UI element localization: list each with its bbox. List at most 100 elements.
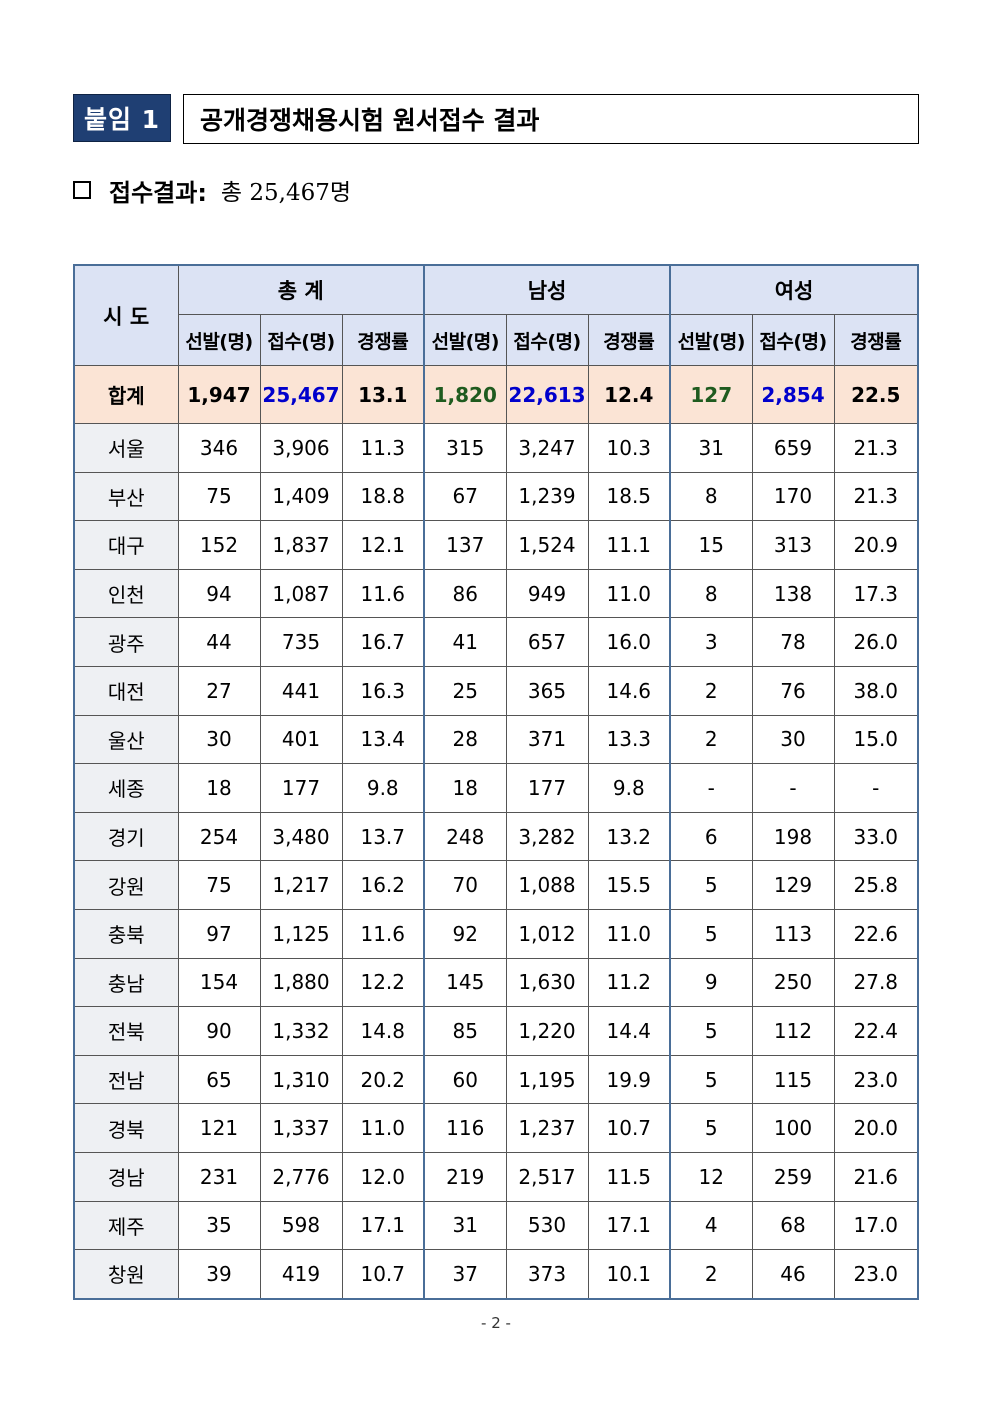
male-selection-cell: 37: [423, 1249, 507, 1300]
female-selection-cell: 127: [669, 365, 753, 424]
total-ratio-cell: 20.2: [341, 1054, 425, 1105]
total-selection-cell: 35: [177, 1200, 261, 1251]
subheader-cell: 경쟁률: [833, 314, 919, 366]
region-cell: 세종: [73, 763, 179, 813]
male-application-cell: 657: [505, 617, 589, 667]
male-selection-cell: 1,820: [423, 365, 507, 424]
female-application-cell: 129: [751, 860, 835, 910]
region-cell: 충남: [73, 957, 179, 1008]
region-cell: 대전: [73, 665, 179, 716]
total-selection-cell: 27: [177, 665, 261, 716]
male-application-cell: 365: [505, 665, 589, 716]
region-cell: 인천: [73, 568, 179, 619]
subheader-cell: 경쟁률: [587, 314, 671, 366]
male-ratio-cell: 11.2: [587, 957, 671, 1008]
female-selection-cell: 5: [669, 1006, 753, 1056]
table-row: 충남 154 1,880 12.2 145 1,630 11.2 9 250 27.8: [73, 957, 919, 1008]
male-application-cell: 3,282: [505, 811, 589, 862]
male-selection-cell: 219: [423, 1151, 507, 1202]
male-ratio-cell: 12.4: [587, 365, 671, 424]
total-ratio-cell: 13.4: [341, 714, 425, 765]
male-selection-cell: 60: [423, 1054, 507, 1105]
total-ratio-cell: 12.0: [341, 1151, 425, 1202]
female-selection-cell: 12: [669, 1151, 753, 1202]
total-ratio-cell: 11.6: [341, 908, 425, 959]
total-ratio-cell: 17.1: [341, 1200, 425, 1251]
subheader-cell: 선발(명): [177, 314, 261, 366]
female-selection-cell: 9: [669, 957, 753, 1008]
female-selection-cell: 4: [669, 1200, 753, 1251]
female-ratio-cell: 22.6: [833, 908, 919, 959]
subheader-cell: 접수(명): [505, 314, 589, 366]
total-ratio-cell: 16.7: [341, 617, 425, 667]
male-ratio-cell: 17.1: [587, 1200, 671, 1251]
female-ratio-cell: 21.3: [833, 471, 919, 522]
total-selection-cell: 30: [177, 714, 261, 765]
region-cell: 합계: [73, 365, 179, 424]
region-cell: 전남: [73, 1054, 179, 1105]
total-application-cell: 1,125: [259, 908, 343, 959]
male-ratio-cell: 14.6: [587, 665, 671, 716]
male-ratio-cell: 10.3: [587, 423, 671, 473]
male-selection-cell: 67: [423, 471, 507, 522]
female-application-cell: 659: [751, 423, 835, 473]
region-cell: 강원: [73, 860, 179, 910]
total-selection-cell: 97: [177, 908, 261, 959]
female-application-cell: 30: [751, 714, 835, 765]
male-selection-cell: 145: [423, 957, 507, 1008]
attachment-badge: 붙임 1: [73, 94, 171, 142]
page-number: - 2 -: [481, 1314, 511, 1332]
total-selection-cell: 90: [177, 1006, 261, 1056]
male-selection-cell: 25: [423, 665, 507, 716]
total-selection-cell: 75: [177, 860, 261, 910]
male-application-cell: 1,630: [505, 957, 589, 1008]
table-row: 경북 121 1,337 11.0 116 1,237 10.7 5 100 20.0: [73, 1103, 919, 1153]
total-selection-cell: 231: [177, 1151, 261, 1202]
total-selection-cell: 44: [177, 617, 261, 667]
female-application-cell: 68: [751, 1200, 835, 1251]
total-ratio-cell: 9.8: [341, 763, 425, 813]
female-application-cell: 76: [751, 665, 835, 716]
female-application-cell: 115: [751, 1054, 835, 1105]
male-ratio-cell: 16.0: [587, 617, 671, 667]
total-application-cell: 735: [259, 617, 343, 667]
total-application-cell: 1,337: [259, 1103, 343, 1153]
female-application-cell: 113: [751, 908, 835, 959]
total-ratio-cell: 12.1: [341, 520, 425, 570]
total-application-cell: 25,467: [259, 365, 343, 424]
female-application-cell: 259: [751, 1151, 835, 1202]
total-row: 합계 1,947 25,467 13.1 1,820 22,613 12.4 1…: [73, 365, 919, 424]
table-row: 강원 75 1,217 16.2 70 1,088 15.5 5 129 25.8: [73, 860, 919, 910]
page-title: 공개경쟁채용시험 원서접수 결과: [183, 94, 919, 144]
male-ratio-cell: 11.1: [587, 520, 671, 570]
total-selection-cell: 254: [177, 811, 261, 862]
table-row: 인천 94 1,087 11.6 86 949 11.0 8 138 17.3: [73, 568, 919, 619]
subheader-cell: 접수(명): [751, 314, 835, 366]
total-ratio-cell: 13.1: [341, 365, 425, 424]
male-selection-cell: 86: [423, 568, 507, 619]
female-application-cell: 46: [751, 1249, 835, 1300]
table-row: 경남 231 2,776 12.0 219 2,517 11.5 12 259 21.6: [73, 1151, 919, 1202]
subheader-cell: 경쟁률: [341, 314, 425, 366]
male-selection-cell: 70: [423, 860, 507, 910]
male-application-cell: 3,247: [505, 423, 589, 473]
male-application-cell: 530: [505, 1200, 589, 1251]
female-application-cell: 313: [751, 520, 835, 570]
table-row: 제주 35 598 17.1 31 530 17.1 4 68 17.0: [73, 1200, 919, 1251]
female-selection-cell: 8: [669, 471, 753, 522]
summary-label: 접수결과:: [109, 178, 207, 207]
table-row: 부산 75 1,409 18.8 67 1,239 18.5 8 170 21.3: [73, 471, 919, 522]
male-ratio-cell: 13.2: [587, 811, 671, 862]
total-ratio-cell: 16.2: [341, 860, 425, 910]
male-selection-cell: 248: [423, 811, 507, 862]
male-selection-cell: 137: [423, 520, 507, 570]
table-row: 전남 65 1,310 20.2 60 1,195 19.9 5 115 23.0: [73, 1054, 919, 1105]
table-row: 대구 152 1,837 12.1 137 1,524 11.1 15 313 20.9: [73, 520, 919, 570]
female-ratio-cell: 15.0: [833, 714, 919, 765]
male-ratio-cell: 10.1: [587, 1249, 671, 1300]
checkbox-square-icon: [73, 181, 91, 199]
region-cell: 창원: [73, 1249, 179, 1300]
female-selection-cell: 5: [669, 908, 753, 959]
total-ratio-cell: 10.7: [341, 1249, 425, 1300]
male-ratio-cell: 15.5: [587, 860, 671, 910]
